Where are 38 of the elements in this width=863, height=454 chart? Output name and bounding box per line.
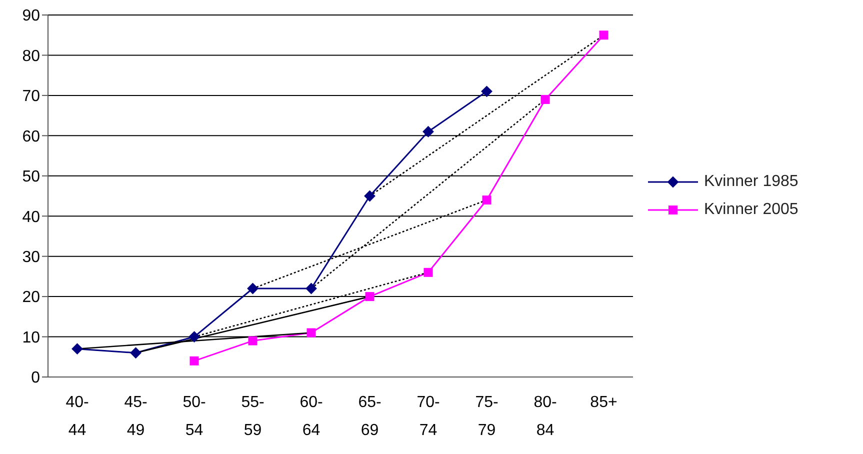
point <box>540 94 550 104</box>
y-tick-label: 60 <box>22 128 40 146</box>
legend-label: Kvinner 2005 <box>704 201 798 219</box>
point <box>190 356 199 366</box>
x-tick-label: 45-49 <box>124 394 148 439</box>
y-tick-label: 30 <box>22 249 40 266</box>
point <box>481 86 492 97</box>
x-tick-label: 70-74 <box>416 394 440 439</box>
y-tick-label: 70 <box>22 88 40 106</box>
legend-label: Kvinner 1985 <box>704 173 798 191</box>
y-tick-label: 90 <box>22 8 40 25</box>
y-tick-label: 50 <box>22 168 40 186</box>
point <box>482 196 492 205</box>
point <box>248 336 258 346</box>
y-tick-label: 80 <box>22 48 40 65</box>
x-tick-label: 85+ <box>590 394 618 411</box>
x-tick-label: 50-54 <box>182 394 206 439</box>
point <box>72 343 83 354</box>
x-tick-label: 55-59 <box>241 394 264 439</box>
point <box>306 283 317 294</box>
point <box>599 30 608 40</box>
x-tick-label: 60-64 <box>300 394 323 439</box>
y-tick-label: 0 <box>31 370 40 387</box>
x-tick-label: 80-84 <box>534 394 557 439</box>
point <box>364 190 376 202</box>
point <box>424 268 433 277</box>
x-tick-label: 65-69 <box>358 394 382 439</box>
y-tick-label: 20 <box>22 289 40 306</box>
x-tick-label: 40-44 <box>66 394 89 439</box>
point <box>130 347 142 358</box>
x-tick-label: 75-79 <box>475 394 498 439</box>
point <box>188 331 200 342</box>
point <box>365 292 374 302</box>
point <box>306 328 316 338</box>
point <box>422 126 434 138</box>
y-tick-label: 10 <box>22 329 40 346</box>
point <box>247 283 258 294</box>
y-tick-label: 40 <box>22 208 40 226</box>
